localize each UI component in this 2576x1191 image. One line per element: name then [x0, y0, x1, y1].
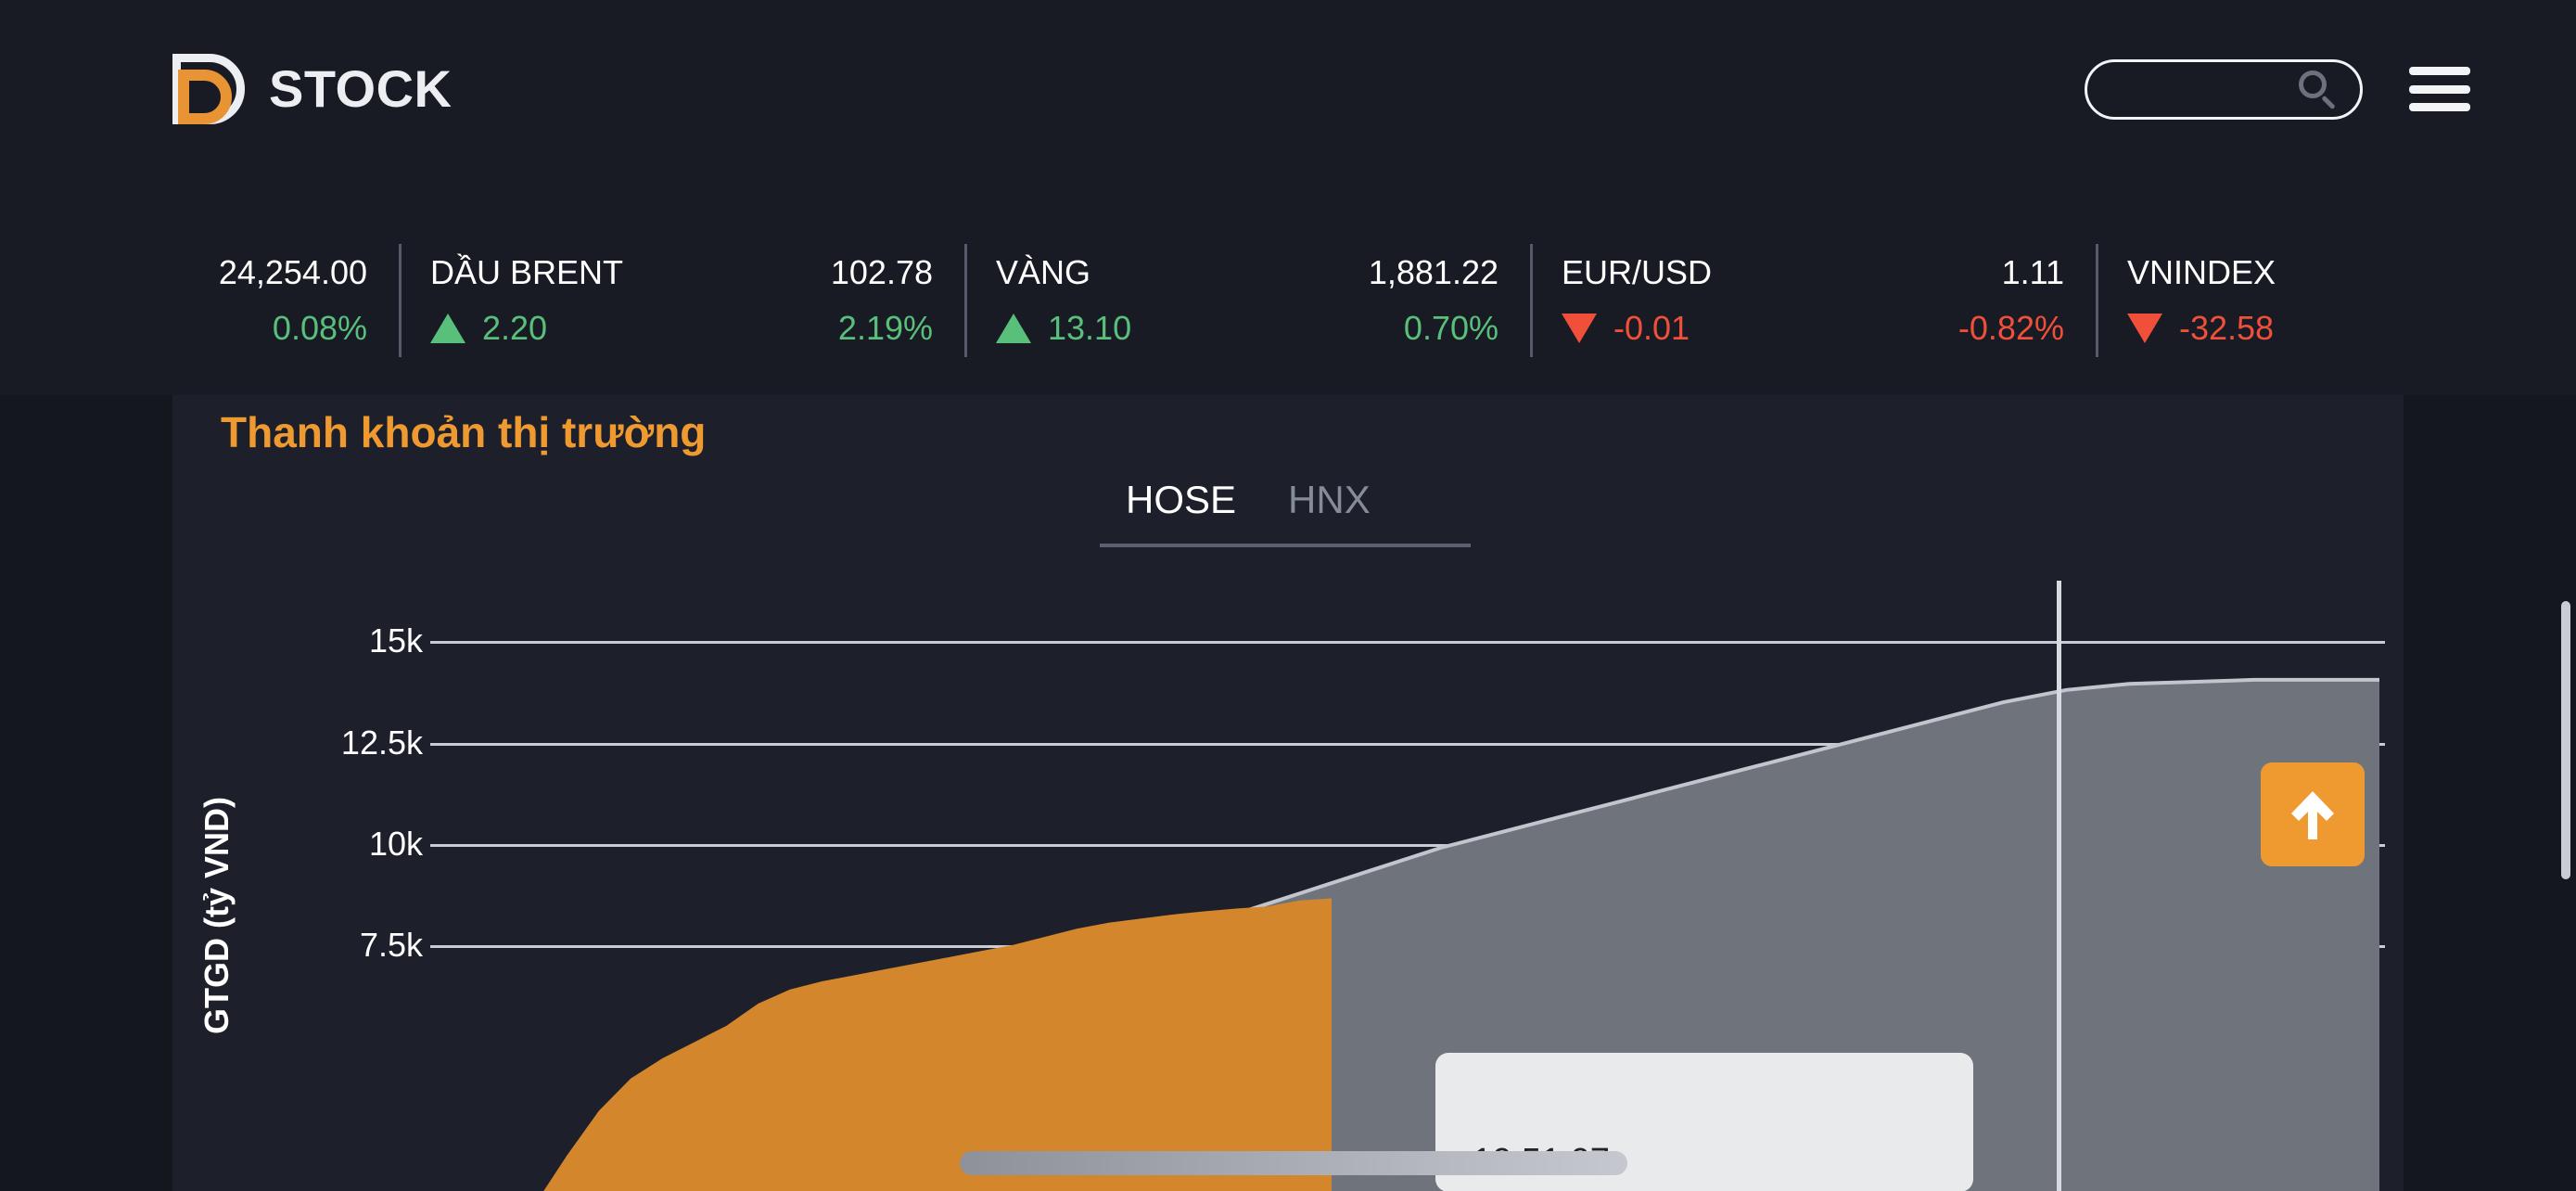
- ticker-item[interactable]: 24,254.00 0.08%: [0, 240, 399, 361]
- tab-hnx[interactable]: HNX: [1262, 480, 1396, 519]
- triangle-up-icon: [430, 314, 465, 343]
- site-header: STOCK: [0, 0, 2576, 206]
- ticker-name: DẦU BRENT: [430, 253, 624, 291]
- triangle-up-icon: [996, 314, 1031, 343]
- triangle-down-icon: [2127, 314, 2162, 343]
- arrow-up-icon: [2291, 791, 2334, 839]
- ticker-percent: 2.19%: [837, 309, 933, 347]
- series-area-today: [543, 898, 1332, 1191]
- ticker-price: 1.11: [2001, 253, 2064, 291]
- chart-series-svg: [543, 677, 2379, 1191]
- market-ticker-bar: 24,254.00 0.08% DẦU BRENT 102.78 2.20 2.19% VÀ…: [0, 206, 2576, 395]
- liquidity-chart-panel: Thanh khoản thị trường HOSE HNX GTGD (tỷ…: [172, 395, 2404, 1191]
- search-icon[interactable]: [2297, 69, 2340, 111]
- chart-plot-area[interactable]: GTGD (tỷ VND) 15k 12.5k 10k 7.5k: [172, 581, 2404, 1191]
- ticker-price: 24,254.00: [218, 253, 367, 291]
- gridline: [430, 641, 2385, 645]
- y-axis-tick-label: 15k: [368, 621, 423, 660]
- ticker-price: 1,881.22: [1368, 253, 1498, 291]
- ticker-items: 24,254.00 0.08% DẦU BRENT 102.78 2.20 2.19% VÀ…: [0, 206, 2576, 395]
- exchange-tabs: HOSE HNX: [1100, 480, 1471, 557]
- ticker-percent: 0.08%: [272, 309, 367, 347]
- page-title: Thanh khoản thị trường: [221, 408, 707, 456]
- ticker-change: -32.58: [2179, 309, 2275, 347]
- ticker-change: -0.01: [1613, 309, 1690, 347]
- y-axis-tick-label: 10k: [368, 824, 423, 863]
- ticker-price: 102.78: [830, 253, 933, 291]
- ticker-item[interactable]: EUR/USD 1.11 -0.01 -0.82%: [1530, 240, 2096, 361]
- ticker-change: 13.10: [1048, 309, 1132, 347]
- ticker-item[interactable]: VNINDEX -32.58: [2096, 240, 2504, 361]
- ticker-name: VNINDEX: [2127, 253, 2276, 291]
- ticker-name: EUR/USD: [1562, 253, 1713, 291]
- ticker-item[interactable]: VÀNG 1,881.22 13.10 0.70%: [964, 240, 1530, 361]
- ticker-item[interactable]: DẦU BRENT 102.78 2.20 2.19%: [399, 240, 964, 361]
- hamburger-menu-icon[interactable]: [2409, 67, 2470, 111]
- ticker-name: VÀNG: [996, 253, 1091, 291]
- tab-hose[interactable]: HOSE: [1100, 480, 1262, 519]
- ticker-percent: -0.82%: [1958, 309, 2064, 347]
- brand-logo[interactable]: STOCK: [172, 54, 453, 124]
- tab-underline: [1100, 544, 1471, 547]
- chart-crosshair: [2057, 581, 2061, 1191]
- y-axis-ticks: 15k 12.5k 10k 7.5k: [172, 581, 423, 1191]
- search-input[interactable]: [2085, 59, 2363, 120]
- gridline: [430, 742, 2385, 746]
- ticker-change: 2.20: [482, 309, 548, 347]
- y-axis-tick-label: 7.5k: [359, 925, 423, 964]
- logo-wordmark: STOCK: [269, 59, 453, 118]
- gridline: [430, 843, 2385, 847]
- scroll-to-top-button[interactable]: [2261, 762, 2365, 866]
- vertical-scrollbar[interactable]: [2561, 601, 2570, 879]
- y-axis-tick-label: 12.5k: [340, 723, 423, 762]
- logo-d-icon: [172, 54, 252, 124]
- horizontal-scrollbar[interactable]: [960, 1151, 1627, 1175]
- triangle-down-icon: [1562, 314, 1597, 343]
- ticker-percent: 0.70%: [1403, 309, 1498, 347]
